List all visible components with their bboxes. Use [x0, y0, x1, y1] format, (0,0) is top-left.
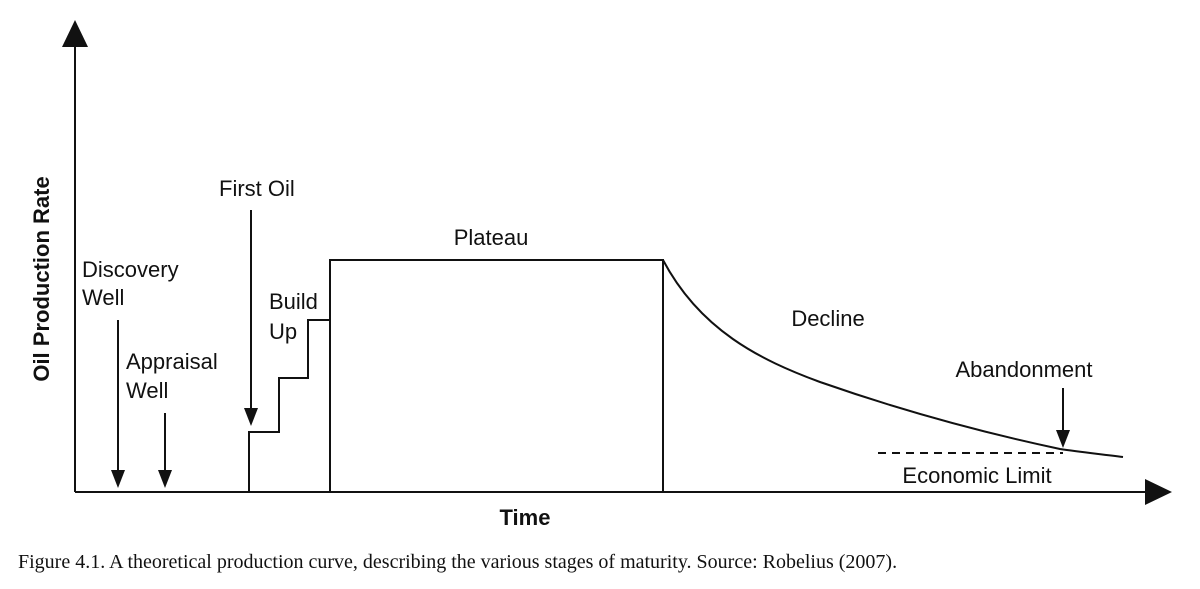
- x-axis-title: Time: [500, 505, 551, 530]
- discovery-well-arrowhead: [111, 470, 125, 488]
- first-oil-label: First Oil: [219, 176, 295, 201]
- first-oil-arrowhead: [244, 408, 258, 426]
- y-axis-arrowhead: [62, 20, 88, 47]
- discovery-well-label-line1: Discovery: [82, 257, 179, 282]
- appraisal-well-arrowhead: [158, 470, 172, 488]
- figure-caption: Figure 4.1. A theoretical production cur…: [18, 551, 898, 573]
- x-axis-arrowhead: [1145, 479, 1172, 505]
- discovery-well-label-line2: Well: [82, 285, 124, 310]
- appraisal-well-label-line2: Well: [126, 378, 168, 403]
- build-up-label-line2: Up: [269, 319, 297, 344]
- decline-label: Decline: [791, 306, 864, 331]
- abandonment-arrowhead: [1056, 430, 1070, 448]
- plateau-label: Plateau: [454, 225, 529, 250]
- discovery-well-marker: Discovery Well: [82, 257, 179, 488]
- build-up-label-line1: Build: [269, 289, 318, 314]
- appraisal-well-label-line1: Appraisal: [126, 349, 218, 374]
- appraisal-well-marker: Appraisal Well: [126, 349, 218, 488]
- abandonment-label: Abandonment: [956, 357, 1093, 382]
- y-axis-title: Oil Production Rate: [29, 176, 54, 381]
- abandonment-marker: Abandonment: [956, 357, 1093, 448]
- production-curve: [248, 259, 1124, 492]
- first-oil-marker: First Oil: [219, 176, 295, 426]
- economic-limit-label: Economic Limit: [902, 463, 1051, 488]
